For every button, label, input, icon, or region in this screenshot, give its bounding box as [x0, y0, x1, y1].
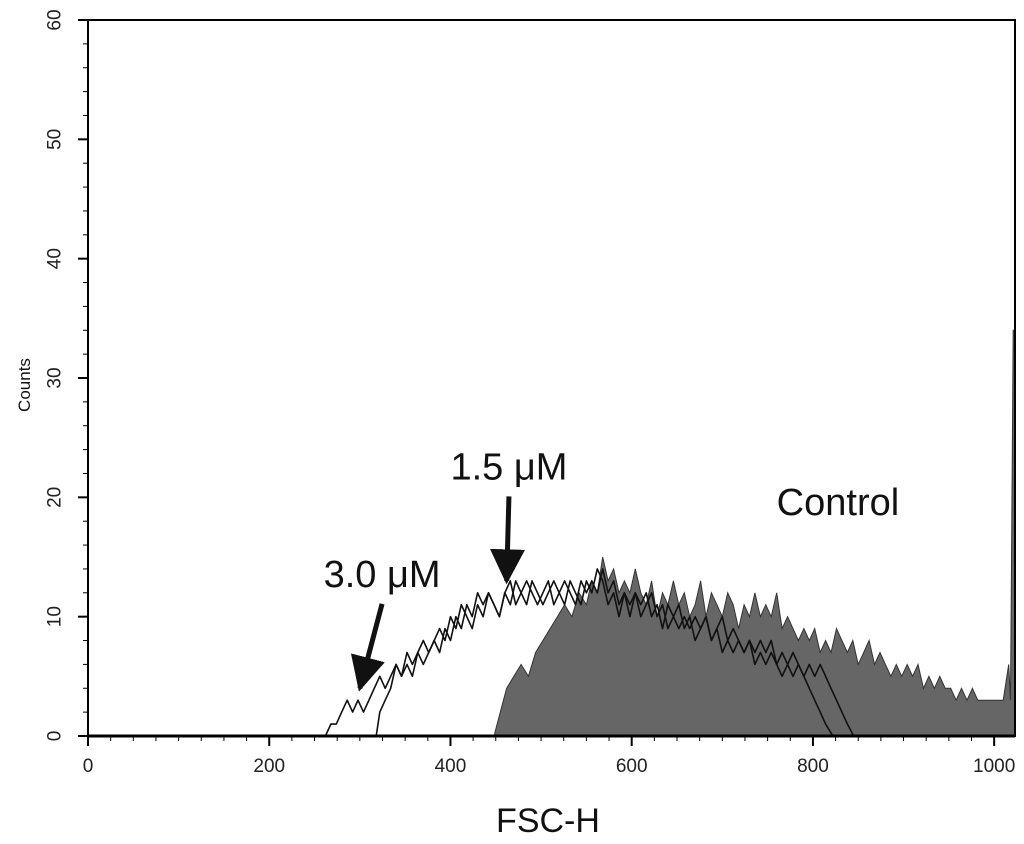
y-tick-label: 20: [45, 487, 66, 508]
series-line-2: [324, 568, 834, 737]
x-axis-label: FSC-H: [496, 802, 600, 840]
y-tick-label: 50: [45, 129, 66, 150]
y-tick-label: 0: [45, 731, 66, 742]
x-tick-label: 1000: [973, 756, 1015, 777]
annotation-label: 3.0 μM: [324, 554, 441, 596]
axes: 0 200 400 600 800 1000 0 10 20 30 40 50 60: [45, 9, 1016, 777]
annotation-arrow: [490, 496, 525, 585]
y-tick-label: 30: [45, 367, 66, 388]
y-axis-label: Counts: [15, 358, 34, 412]
annotation-label: 1.5 μM: [450, 446, 567, 488]
x-tick-label: 400: [435, 756, 467, 777]
x-tick-label: 0: [83, 756, 94, 777]
series-area-control: [493, 329, 1016, 737]
annotations: 1.5 μM 3.0 μM Control: [324, 446, 900, 692]
y-tick-label: 60: [45, 9, 66, 30]
x-tick-label: 800: [797, 756, 829, 777]
y-tick-label: 40: [45, 248, 66, 269]
y-tick-label: 10: [45, 606, 66, 627]
plot-area: [88, 329, 1016, 738]
x-tick-label: 200: [253, 756, 285, 777]
annotation-arrow: [350, 603, 385, 692]
x-tick-label: 600: [616, 756, 648, 777]
annotation-label: Control: [777, 482, 900, 524]
